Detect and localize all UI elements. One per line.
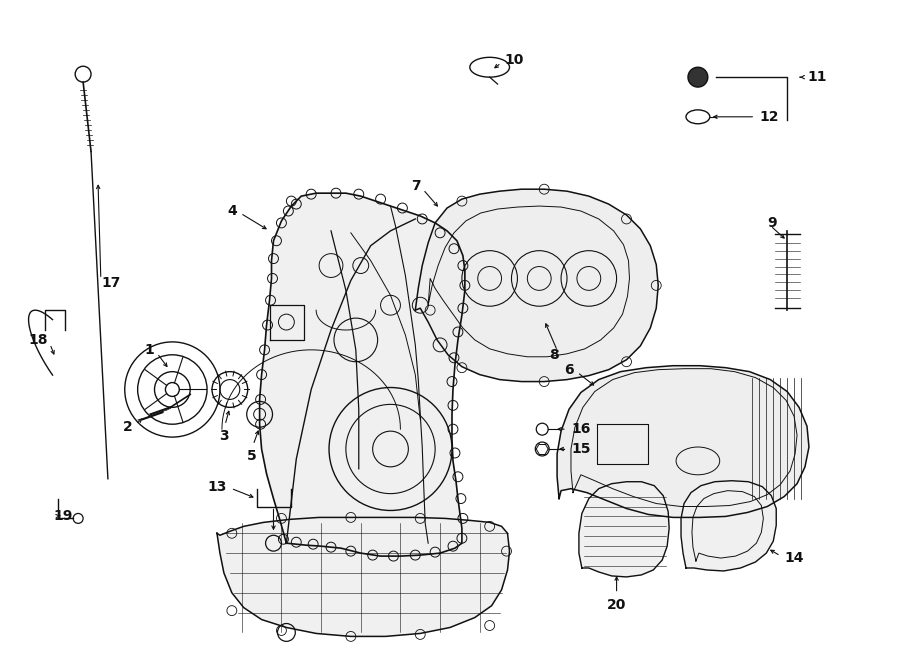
Text: 10: 10 [505,54,524,67]
Polygon shape [217,518,509,637]
Text: 2: 2 [123,420,132,434]
Text: 19: 19 [53,510,73,524]
Text: 15: 15 [571,442,590,456]
Text: 9: 9 [768,216,777,230]
Text: 1: 1 [145,343,155,357]
Text: 5: 5 [247,449,256,463]
Text: 11: 11 [807,70,826,84]
Text: 3: 3 [219,429,229,443]
Text: 8: 8 [549,348,559,362]
Text: 6: 6 [564,363,574,377]
Text: 17: 17 [101,276,121,290]
Text: 16: 16 [571,422,590,436]
Ellipse shape [688,67,707,87]
Text: 13: 13 [208,480,227,494]
Text: 18: 18 [29,333,49,347]
Polygon shape [415,189,658,381]
Text: 7: 7 [410,179,420,193]
Polygon shape [579,482,669,577]
Text: 20: 20 [607,598,626,611]
Polygon shape [557,366,809,518]
Polygon shape [259,193,465,556]
Text: 14: 14 [784,551,804,565]
Text: 12: 12 [760,110,778,124]
Polygon shape [681,481,776,571]
Text: 4: 4 [227,204,237,218]
